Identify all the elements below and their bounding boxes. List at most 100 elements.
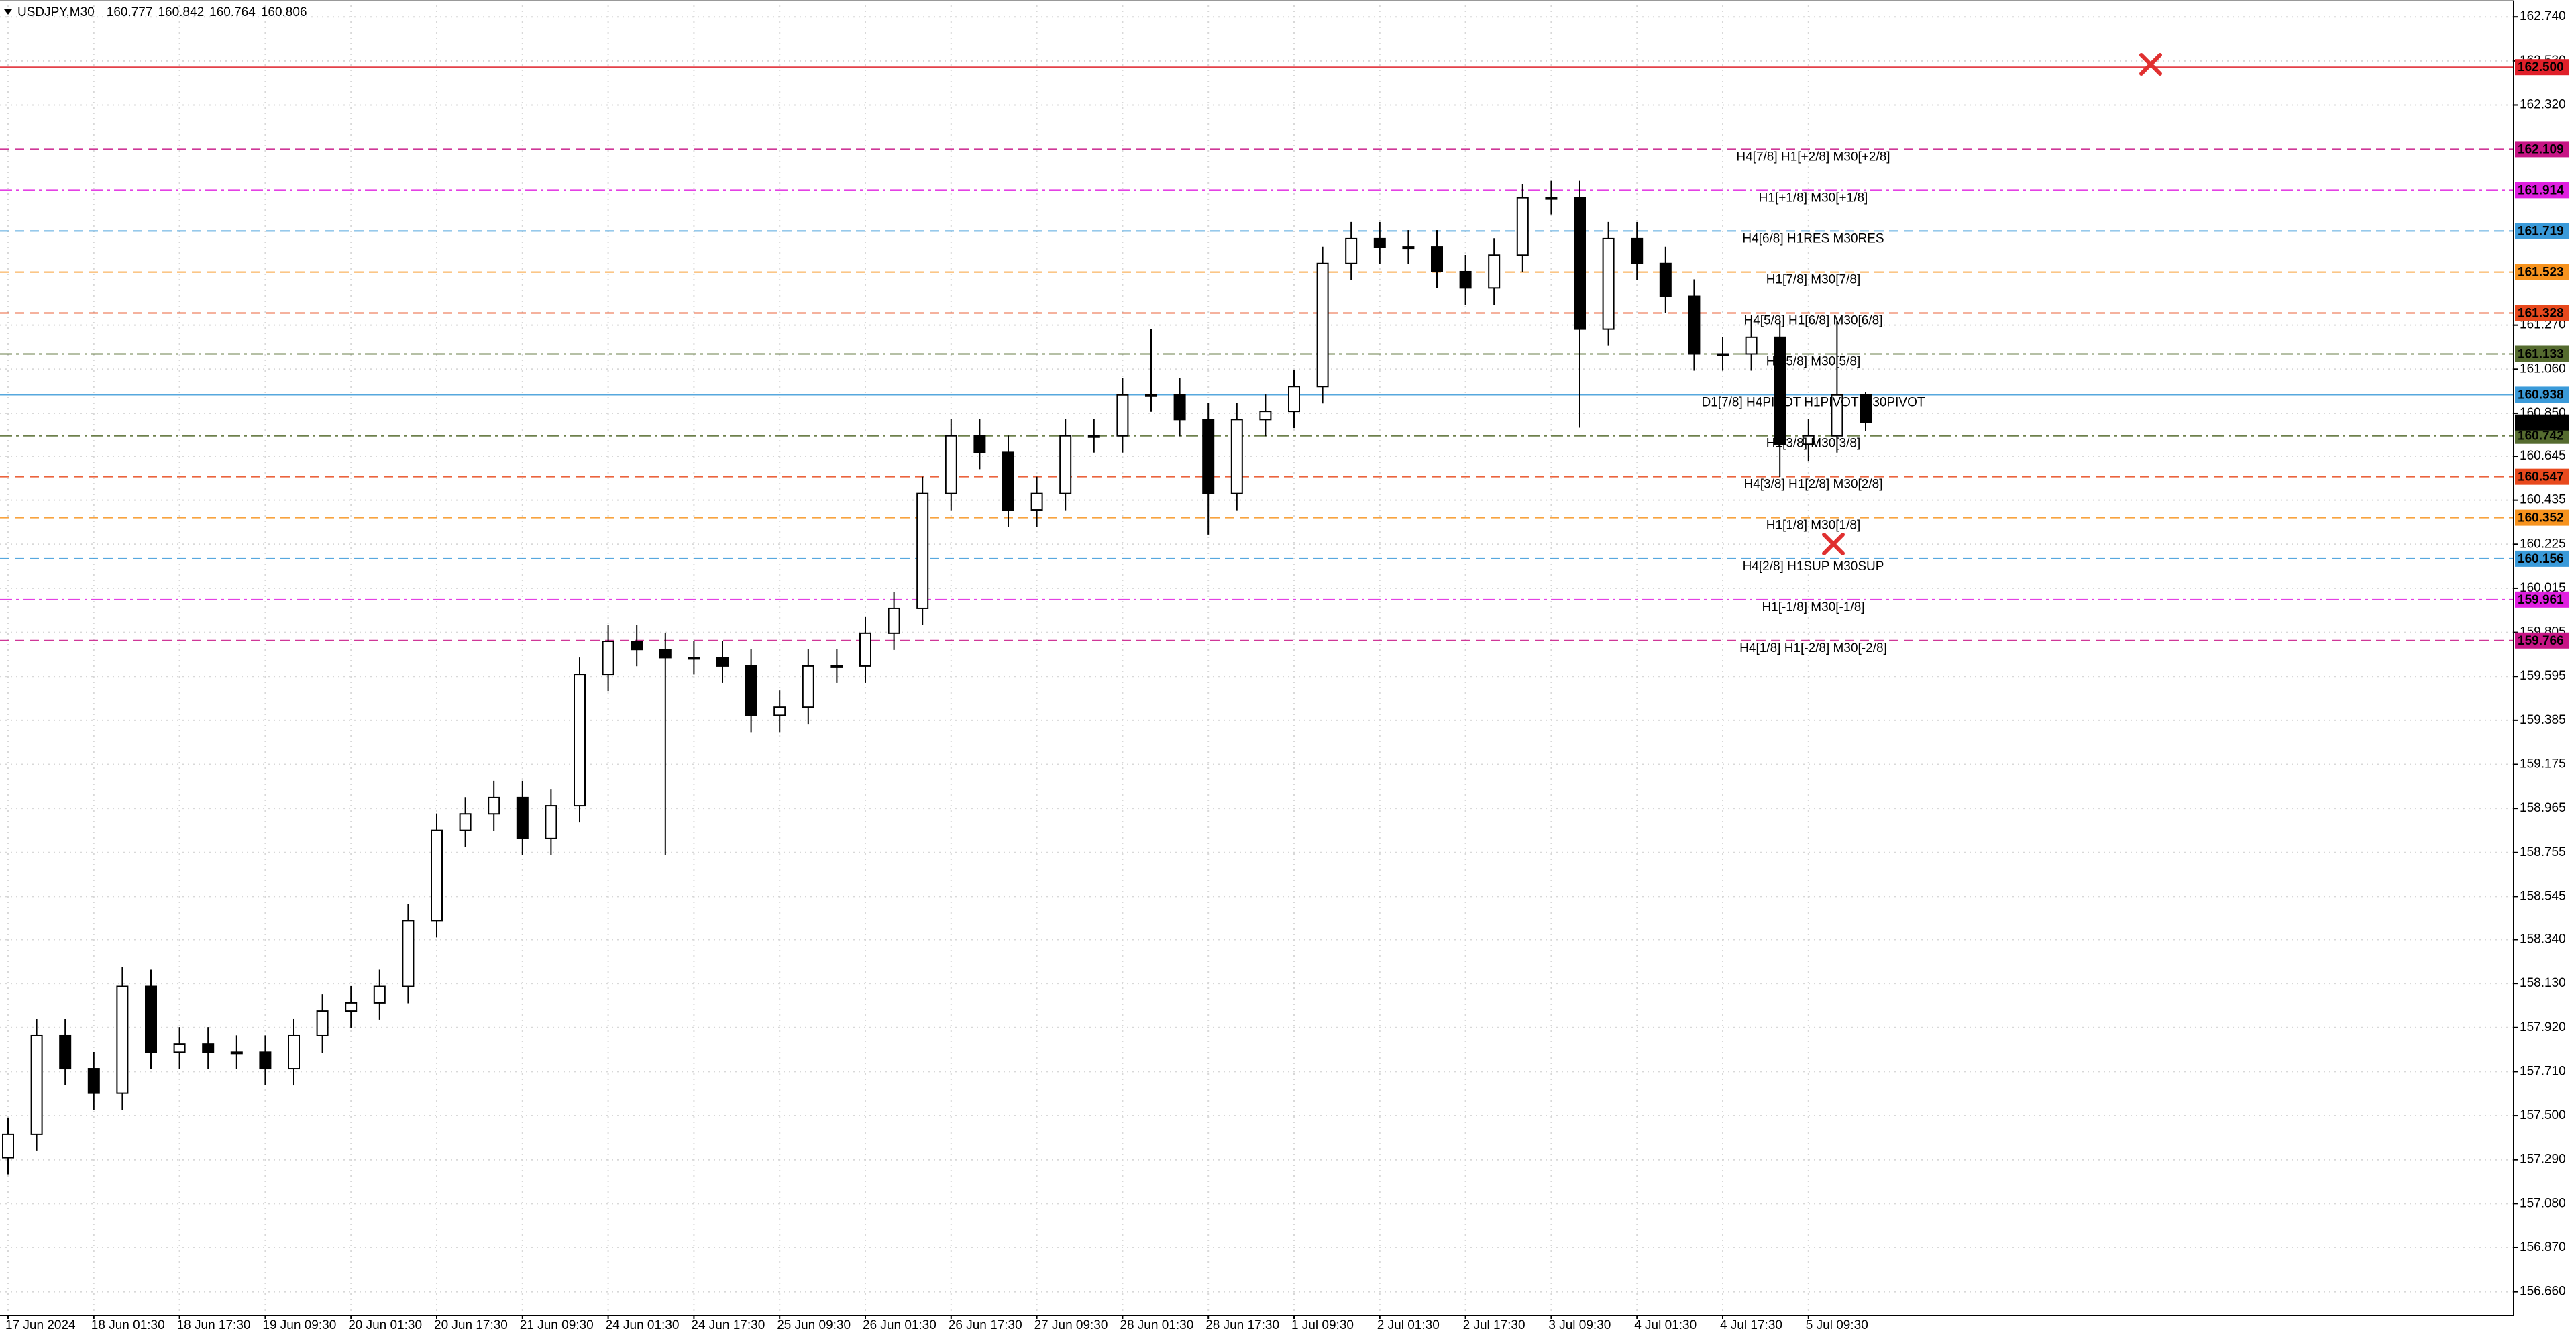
candle-body	[1631, 237, 1644, 264]
candle-body	[230, 1051, 243, 1055]
x-tick-label: 28 Jun 01:30	[1120, 1318, 1193, 1332]
time-axis-panel	[0, 1316, 2576, 1339]
current-price-label: 160.806	[2518, 416, 2564, 430]
cross-marker	[1822, 533, 1845, 555]
y-tick-label: 156.660	[2520, 1285, 2566, 1299]
candle-body	[1087, 435, 1100, 438]
candle-body	[1745, 336, 1758, 355]
candle-body	[916, 492, 929, 609]
y-tick-label: 157.920	[2520, 1020, 2566, 1034]
x-tick-label: 20 Jun 17:30	[434, 1318, 508, 1332]
price-box	[2515, 591, 2569, 608]
candle-body	[1002, 451, 1014, 511]
candle-body	[545, 805, 557, 839]
candle-body	[574, 674, 586, 807]
y-tick-label: 158.130	[2520, 976, 2566, 990]
y-tick-label: 157.080	[2520, 1196, 2566, 1210]
y-tick-label: 158.545	[2520, 889, 2566, 903]
candle-body	[1030, 492, 1043, 511]
x-tick-label: 21 Jun 09:30	[520, 1318, 594, 1332]
level-label: H4[2/8] H1SUP M30SUP	[1743, 559, 1884, 574]
high-value: 160.842	[158, 5, 204, 19]
candle-body	[773, 706, 786, 716]
price-box	[2515, 632, 2569, 649]
candle-body	[459, 813, 472, 831]
candle-body	[316, 1010, 329, 1036]
y-tick-label: 159.385	[2520, 713, 2566, 727]
y-tick-label: 162.740	[2520, 9, 2566, 23]
candle-body	[173, 1043, 186, 1053]
x-tick-label: 3 Jul 09:30	[1548, 1318, 1611, 1332]
candle-body	[1459, 270, 1472, 289]
symbol: USDJPY,M30	[17, 5, 95, 19]
price-box-label: 161.328	[2518, 307, 2564, 321]
candle-body	[602, 641, 614, 676]
candle-body	[59, 1034, 72, 1070]
price-box-label: 160.352	[2518, 511, 2564, 525]
open-value: 160.777	[107, 5, 153, 19]
x-tick-label: 19 Jun 09:30	[262, 1318, 336, 1332]
candle-body	[802, 665, 814, 708]
candle-body	[202, 1043, 215, 1053]
price-box	[2515, 59, 2569, 76]
candle-body	[87, 1068, 100, 1094]
price-box-label: 159.961	[2518, 593, 2564, 607]
y-tick-label: 162.320	[2520, 97, 2566, 111]
y-tick-label: 157.290	[2520, 1153, 2566, 1167]
x-tick-label: 24 Jun 17:30	[691, 1318, 765, 1332]
price-box-label: 161.719	[2518, 224, 2564, 238]
candle-body	[431, 829, 443, 922]
candle-body	[1373, 237, 1386, 248]
candle-body	[402, 920, 415, 987]
candle-body	[973, 435, 986, 453]
x-tick-label: 20 Jun 01:30	[348, 1318, 422, 1332]
x-tick-label: 4 Jul 01:30	[1634, 1318, 1697, 1332]
price-box	[2515, 223, 2569, 239]
candle-body	[1688, 295, 1701, 355]
x-tick-label: 25 Jun 09:30	[777, 1318, 851, 1332]
candle-body	[888, 607, 900, 634]
candle-body	[2, 1133, 14, 1159]
candle-body	[945, 435, 957, 494]
level-label: H4[5/8] H1[6/8] M30[6/8]	[1743, 314, 1882, 328]
x-tick-label: 5 Jul 09:30	[1806, 1318, 1868, 1332]
y-tick-label: 158.965	[2520, 801, 2566, 815]
price-box-label: 161.523	[2518, 266, 2564, 280]
candle-body	[1860, 394, 1872, 423]
price-box	[2515, 468, 2569, 485]
candle-body	[830, 665, 843, 668]
candle-body	[1402, 246, 1415, 250]
price-box	[2515, 509, 2569, 526]
candle-body	[116, 985, 129, 1094]
candle-body	[1059, 435, 1072, 494]
y-tick-label: 160.015	[2520, 581, 2566, 595]
price-box	[2515, 141, 2569, 158]
level-label: H1[7/8] M30[7/8]	[1766, 273, 1860, 287]
price-box	[2515, 264, 2569, 280]
candle-body	[145, 985, 157, 1053]
price-box	[2515, 550, 2569, 567]
level-label: H4[1/8] H1[-2/8] M30[-2/8]	[1739, 641, 1887, 655]
candle-body	[1202, 419, 1215, 494]
y-tick-label: 157.500	[2520, 1108, 2566, 1122]
candle-body	[288, 1034, 300, 1070]
candle-body	[373, 985, 386, 1004]
price-box-label: 162.500	[2518, 60, 2564, 74]
price-box-label: 160.547	[2518, 470, 2564, 484]
level-label: H1[3/8] M30[3/8]	[1766, 437, 1860, 451]
y-tick-label: 160.645	[2520, 449, 2566, 463]
price-box-layer: 162.500 162.109 161.914 161.719 161.523 161.3…	[2515, 59, 2569, 649]
header-menu-icon[interactable]	[4, 9, 12, 15]
candle-body	[516, 796, 529, 839]
candle-body	[1574, 197, 1586, 330]
candle-body	[688, 657, 700, 660]
level-label-layer: H4[7/8] H1[+2/8] M30[+2/8] H1[+1/8] M30[+…	[1702, 150, 1925, 655]
candle-body	[1516, 197, 1529, 256]
candle-body	[1259, 411, 1272, 421]
price-box-label: 159.766	[2518, 634, 2564, 648]
x-tick-label: 28 Jun 17:30	[1205, 1318, 1279, 1332]
level-label: H1[1/8] M30[1/8]	[1766, 519, 1860, 533]
candle-body	[716, 657, 729, 667]
